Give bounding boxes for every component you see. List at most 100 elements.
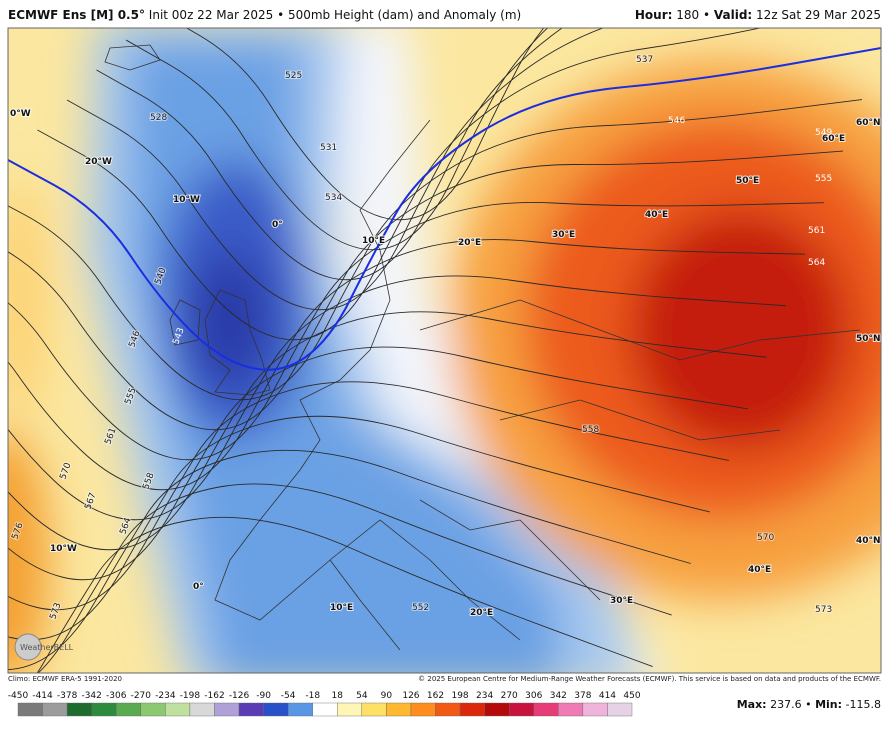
grid-label: 10°W [50,544,77,554]
colorbar-label: 342 [550,691,567,701]
colorbar-swatch [410,702,436,717]
colorbar-swatch [91,702,117,717]
colorbar-label: -414 [32,691,53,701]
colorbar-label: -306 [106,691,127,701]
contour-label: 555 [815,174,832,184]
colorbar-label: -54 [281,691,296,701]
colorbar-label: -18 [305,691,320,701]
colorbar-label: 270 [501,691,518,701]
colorbar-swatch [165,702,191,717]
colorbar-swatch [435,702,461,717]
logo-text: WeatherBELL [20,643,74,652]
colorbar-swatch [263,702,289,717]
colorbar-label: 54 [356,691,368,701]
grid-label: 50°N [856,334,881,344]
grid-label: 10°W [173,195,200,205]
colorbar-swatch [17,702,43,717]
colorbar-label: -162 [204,691,224,701]
colorbar-label: 198 [451,691,468,701]
contour-label: 534 [325,193,342,203]
contour-label: 537 [636,55,653,65]
map-frame [7,27,882,674]
colorbar-swatch [337,702,363,717]
contour-line [8,449,691,671]
colorbar-label: 162 [427,691,444,701]
contour-line [8,150,843,431]
colorbar-swatch [238,702,264,717]
contour-label: 528 [150,113,167,123]
contour-line [8,201,824,461]
grid-label: 30°E [610,596,633,606]
grid-label: 50°E [736,176,759,186]
colorbar-label: 18 [332,691,344,701]
grid-label: 40°E [645,210,668,220]
colorbar-swatch [214,702,240,717]
contour-label: 573 [815,605,832,615]
colorbar-label: -378 [57,691,78,701]
copyright: © 2025 European Centre for Medium-Range … [418,675,881,683]
colorbar-label: -270 [131,691,152,701]
contour-540 [8,47,881,371]
contour-line [36,516,653,673]
colorbar-label: 126 [402,691,419,701]
colorbar-swatch [312,702,338,717]
colorbar-label: 306 [525,691,542,701]
grid-label: 60°E [822,134,845,144]
grid-label: 0° [272,220,283,230]
contour-line [8,239,805,491]
map-labels: 5375465495555615645345315285255405435465… [9,54,881,622]
contour-line [8,346,748,581]
stats: Max: 237.6 • Min: -115.8 [737,698,881,711]
colorbar-label: -90 [256,691,271,701]
contour-line [37,483,672,673]
anomaly-field [8,28,881,673]
contour-line [8,381,729,611]
contour-line [37,28,763,341]
grid-label: 40°N [856,536,881,546]
colorbar-swatch [509,702,534,717]
colorbar-label: -198 [180,691,201,701]
grid-label: 30°E [552,230,575,240]
contour-label: 561 [808,226,825,236]
colorbar-swatch [459,702,485,717]
colorbar-swatch [66,702,92,717]
colorbar-swatch [361,702,387,717]
contour-label: 552 [412,603,429,613]
header-title: ECMWF Ens [M] 0.5° Init 00z 22 Mar 2025 … [8,8,521,22]
colorbar-label: 90 [381,691,393,701]
colorbar-label: -342 [81,691,101,701]
colorbar-label: -234 [155,691,176,701]
contour-label: 549 [815,128,832,138]
colorbar-label: 450 [623,691,640,701]
colorbar-label: -126 [229,691,250,701]
colorbar-label: 378 [574,691,591,701]
contour-label: 564 [808,258,825,268]
contour-line [66,28,605,311]
contour-line [8,415,710,641]
colorbar-swatch [558,702,584,717]
logo: WeatherBELL [14,633,74,661]
contour-label: 546 [668,116,685,126]
colorbar-swatch [42,702,68,717]
contour-label: 570 [757,533,774,543]
contour-label: 525 [285,71,302,81]
contour-line [8,275,786,521]
colorbar-swatch [386,702,412,717]
grid-label: 20°E [458,238,481,248]
contour-label: 531 [320,143,337,153]
colorbar: -450 -414 -378 -342 -306 -270 -234 -198 -162 -126… [8,691,641,717]
colorbar-swatch [287,702,313,717]
colorbar-label: -450 [8,691,29,701]
colorbar-swatch [189,702,215,717]
colorbar-swatch [607,702,633,717]
contour-line [8,311,767,551]
grid-label: 60°N [856,118,881,128]
colorbar-label: 234 [476,691,493,701]
grid-label: 40°E [748,565,771,575]
grid-label: 20°E [470,608,493,618]
grid-label: 0° [193,582,204,592]
grid-label: 10°E [362,236,385,246]
